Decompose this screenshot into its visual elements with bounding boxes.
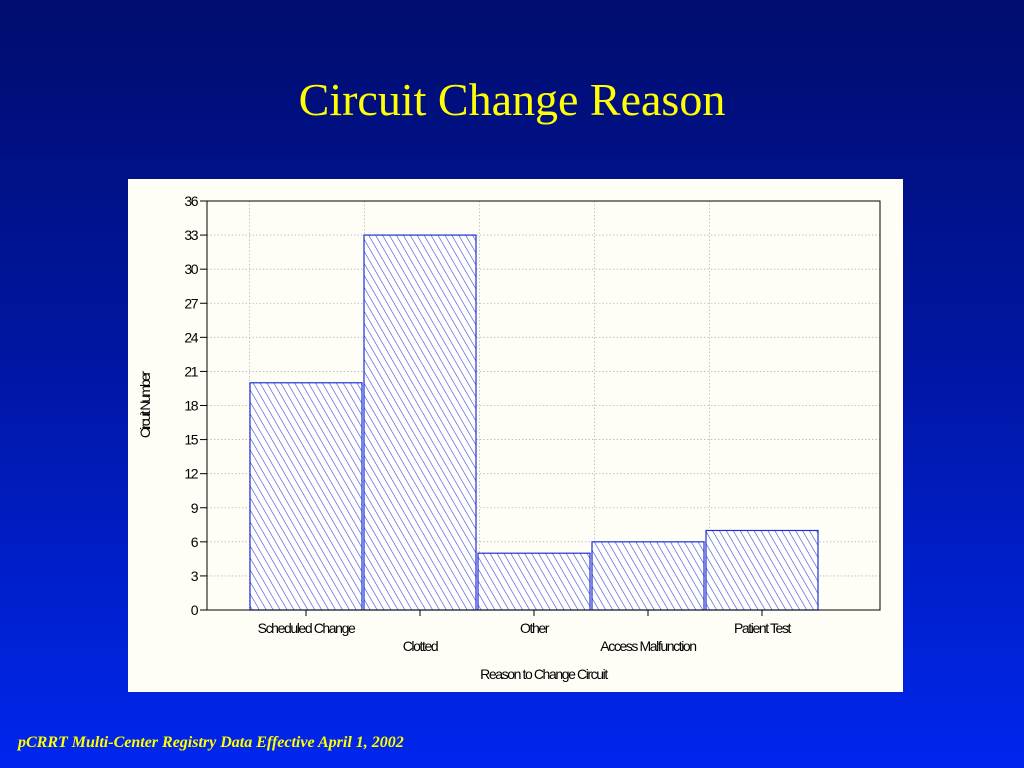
- x-axis-label: Reason to Change Circuit: [480, 666, 608, 682]
- y-tick-label: 30: [184, 261, 198, 277]
- y-tick-label: 33: [184, 227, 198, 243]
- y-tick-label: 9: [191, 500, 199, 516]
- y-tick-label: 0: [191, 602, 199, 618]
- footer-citation: pCRRT Multi-Center Registry Data Effecti…: [18, 734, 404, 751]
- axes: [200, 200, 881, 616]
- y-tick-label: 15: [184, 432, 198, 448]
- y-tick-label: 6: [191, 534, 199, 550]
- x-category-label: Other: [520, 620, 550, 636]
- y-tick-label: 36: [184, 193, 198, 209]
- y-tick-label: 27: [184, 295, 198, 311]
- bar: [477, 552, 591, 611]
- y-axis-label: Circuit Number: [137, 370, 153, 438]
- bars: [249, 234, 819, 611]
- slide-title: Circuit Change Reason: [298, 74, 726, 125]
- y-tick-label: 24: [184, 329, 198, 345]
- bar: [249, 382, 363, 611]
- x-category-label: Scheduled Change: [258, 620, 356, 636]
- y-tick-label: 18: [184, 398, 198, 414]
- x-category-label: Patient Test: [734, 620, 792, 636]
- bar: [705, 529, 819, 611]
- plot-frame: [206, 200, 881, 611]
- y-tick-label: 12: [184, 466, 198, 482]
- x-category-label: Access Malfunction: [600, 638, 696, 654]
- bar: [591, 541, 705, 611]
- x-category-label: Clotted: [403, 638, 438, 654]
- y-tick-label: 21: [184, 363, 198, 379]
- bar: [363, 234, 477, 611]
- chart-panel: 0 3 6 9 12 15 18 21 24 27 30 33 36 Scheduled Change Cl…: [128, 179, 903, 692]
- y-tick-label: 3: [191, 568, 199, 584]
